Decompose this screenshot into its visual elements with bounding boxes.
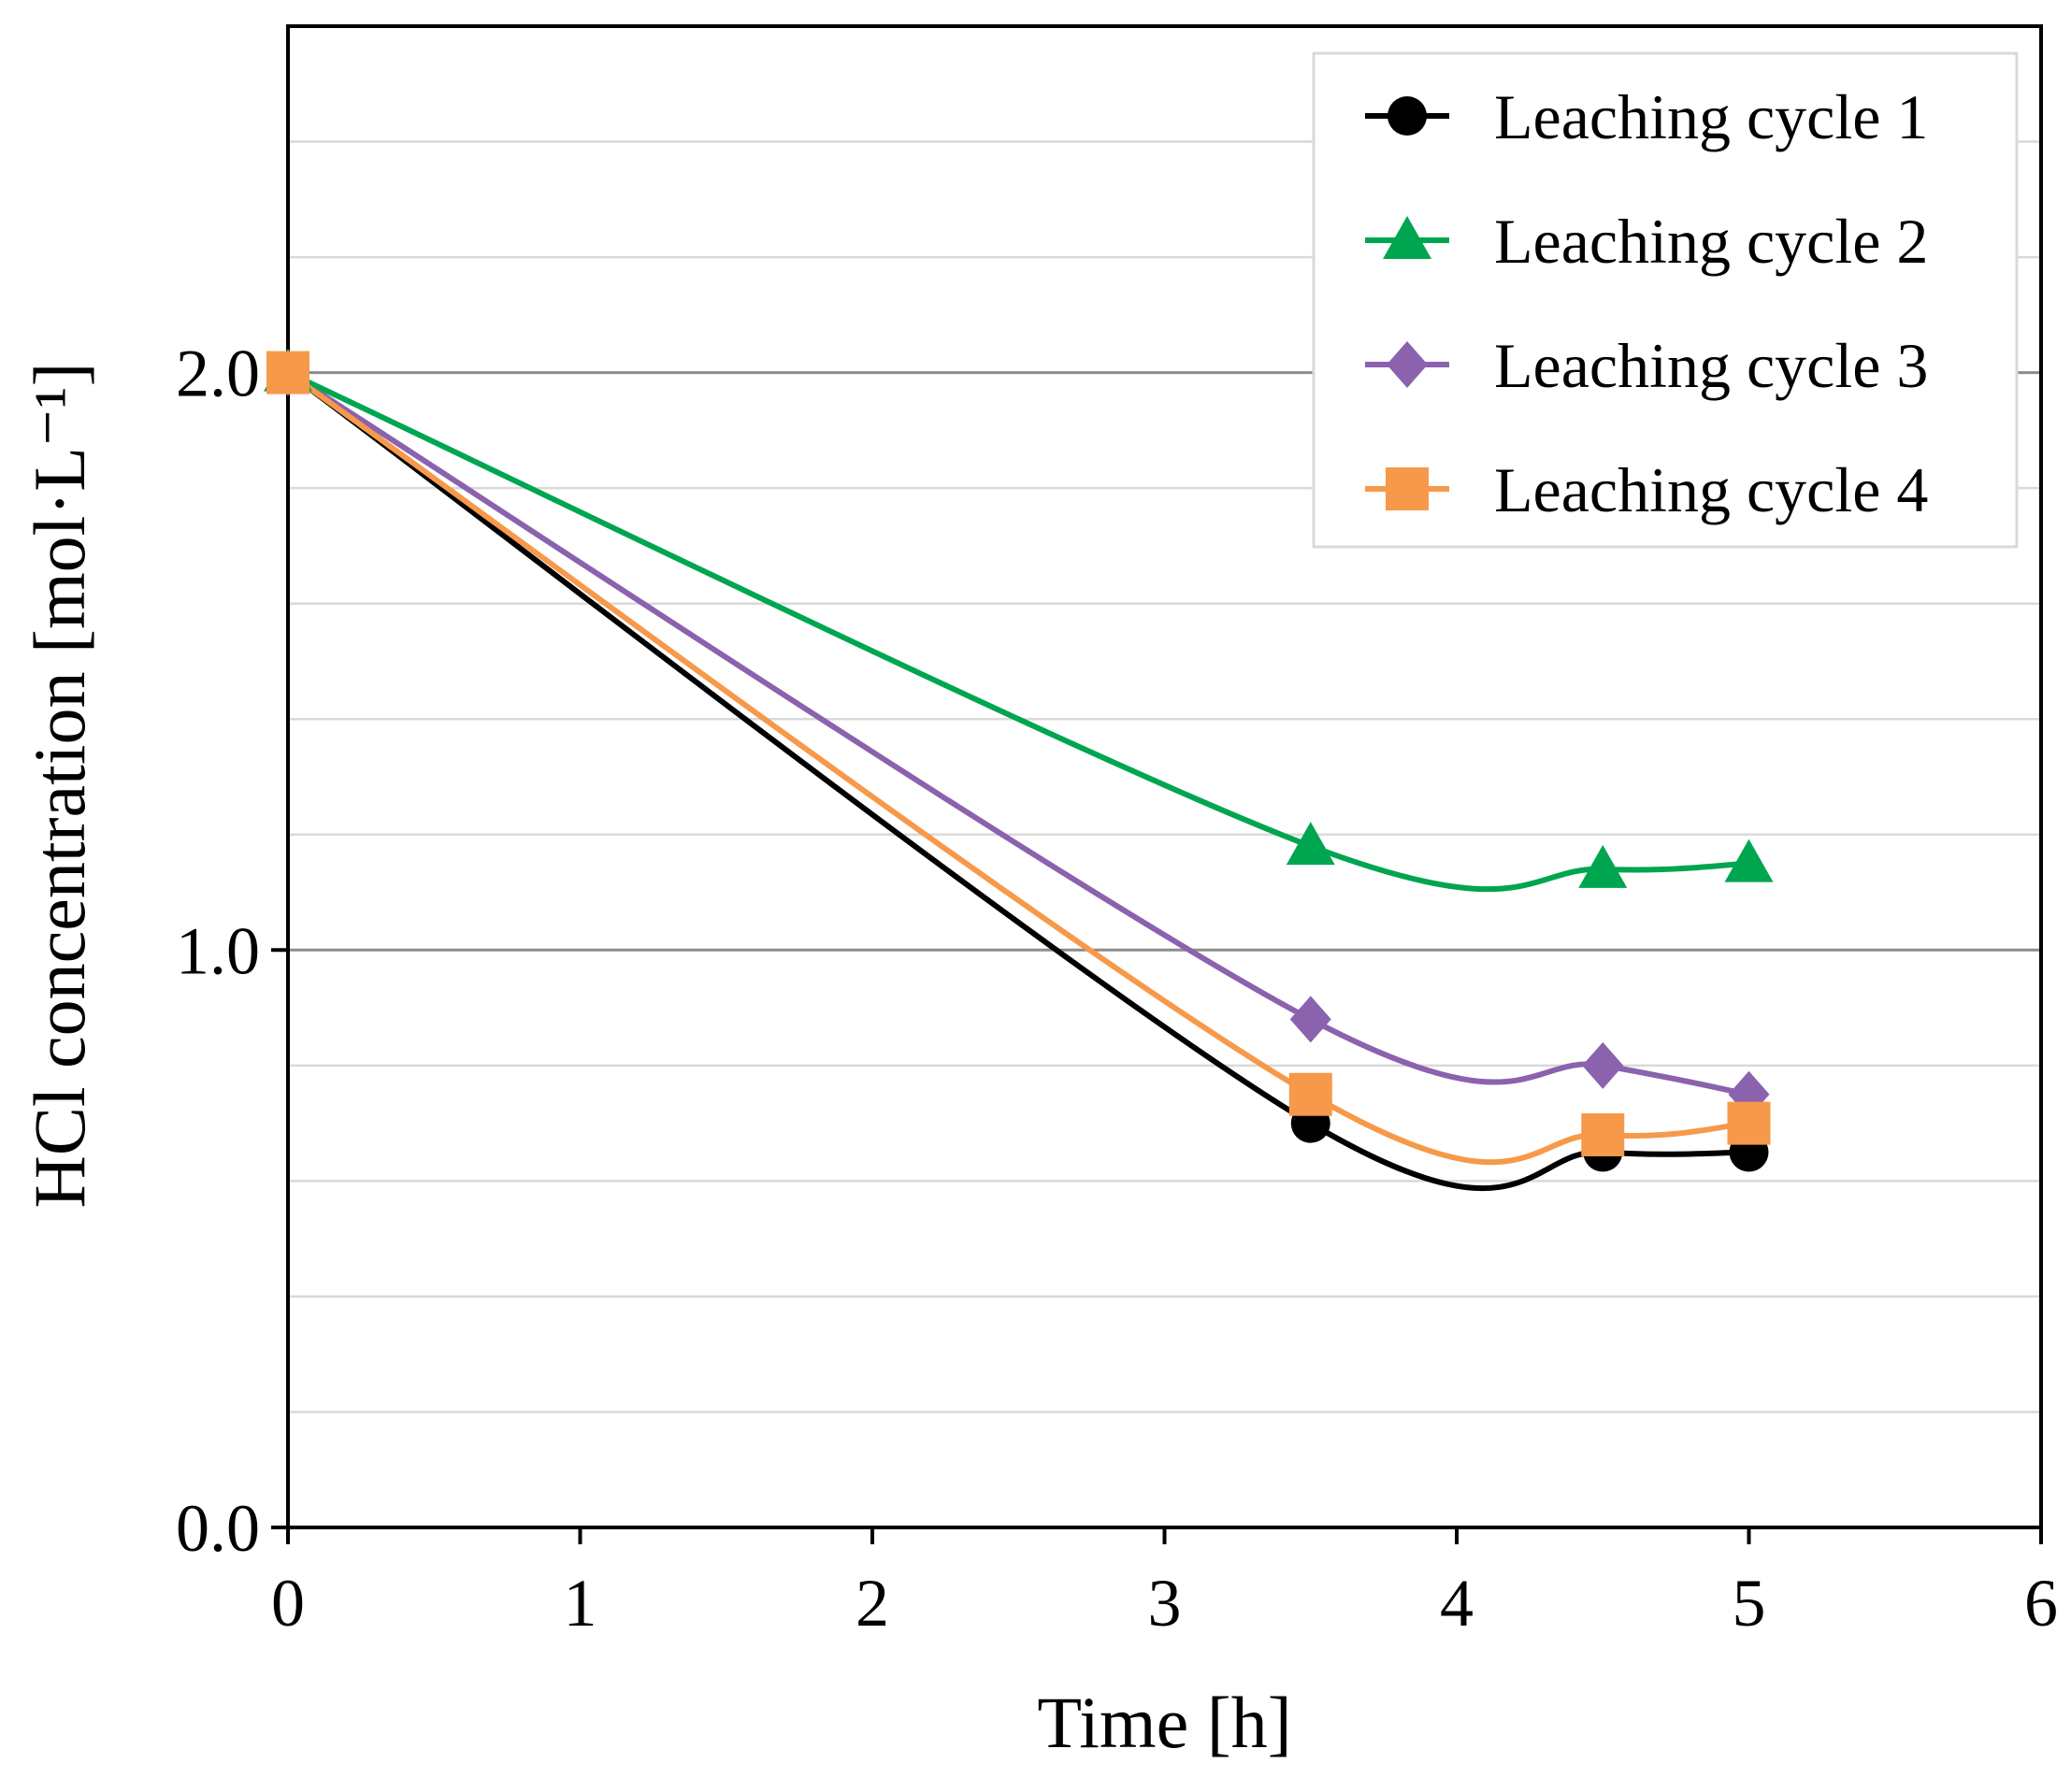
x-tick-label: 6 — [2024, 1566, 2058, 1641]
data-point-cycle-3 — [1289, 996, 1331, 1043]
x-tick-label: 3 — [1148, 1566, 1182, 1641]
axis-ticks — [271, 370, 2043, 1544]
legend-label: Leaching cycle 4 — [1494, 454, 1928, 525]
legend-marker — [1388, 96, 1427, 136]
legend-marker — [1383, 216, 1431, 259]
legend: Leaching cycle 1 Leaching cycle 2 Leaching… — [1312, 51, 2019, 549]
legend-marker — [1386, 467, 1429, 510]
data-point-cycle-2 — [1286, 822, 1335, 866]
x-axis-title: Time [h] — [1037, 1682, 1291, 1763]
series-markers — [264, 348, 1774, 1172]
y-axis-title: HCl concentration [mol·L⁻¹] — [19, 363, 100, 1209]
y-tick-label: 0.0 — [176, 1491, 260, 1566]
data-point-cycle-2 — [1578, 844, 1628, 888]
x-tick-label: 4 — [1440, 1566, 1474, 1641]
y-tick-label: 2.0 — [176, 337, 260, 411]
data-point-cycle-4 — [1581, 1112, 1625, 1156]
legend-label: Leaching cycle 2 — [1494, 206, 1928, 277]
x-tick-label: 2 — [856, 1566, 889, 1641]
y-tick-labels: 0.0 1.0 2.0 — [176, 337, 260, 1566]
legend-marker — [1387, 341, 1428, 388]
data-point-cycle-4 — [1288, 1072, 1332, 1116]
x-tick-labels: 0 1 2 3 4 5 6 — [271, 1566, 2058, 1641]
data-point-cycle-4 — [266, 351, 309, 394]
legend-label: Leaching cycle 1 — [1494, 81, 1928, 152]
y-tick-label: 1.0 — [176, 913, 260, 988]
data-point-cycle-4 — [1727, 1101, 1771, 1145]
legend-label: Leaching cycle 3 — [1494, 330, 1928, 401]
legend-box — [1312, 51, 2019, 549]
x-tick-label: 5 — [1733, 1566, 1766, 1641]
x-tick-label: 0 — [271, 1566, 305, 1641]
data-point-cycle-2 — [1724, 839, 1774, 882]
x-tick-label: 1 — [564, 1566, 597, 1641]
data-point-cycle-3 — [1582, 1041, 1624, 1089]
